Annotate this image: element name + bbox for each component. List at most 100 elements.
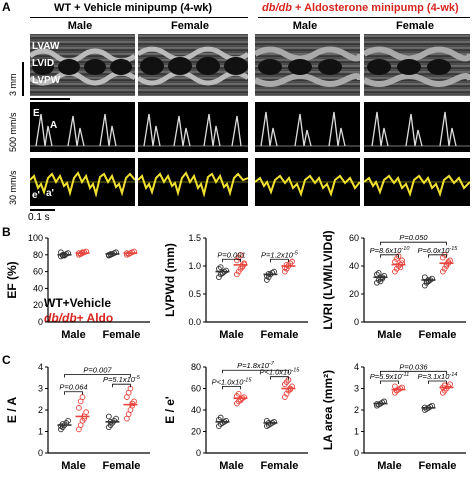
data-point: [234, 257, 240, 264]
p-value-label: P=5.9x10-11: [370, 372, 409, 381]
y-tick-label: 40: [349, 261, 359, 271]
y-tick-label: 1: [38, 427, 43, 437]
data-point: [105, 413, 112, 420]
data-point: [241, 394, 247, 400]
significance-bracket: [112, 383, 131, 388]
y-tick-label: 0.5: [188, 289, 201, 299]
data-point: [447, 381, 453, 388]
data-point: [129, 400, 136, 407]
x-category-label: Female: [102, 460, 140, 472]
data-point: [392, 268, 398, 275]
doppler-waveform: [364, 111, 470, 147]
group-header-db: db/db + Aldosterone minipump (4-wk): [262, 2, 459, 14]
data-point: [439, 254, 446, 261]
y-tick-label: 0.0: [188, 317, 201, 327]
y-tick-label: 1: [354, 427, 359, 437]
data-point: [77, 251, 84, 257]
tissue-waveform: [364, 174, 470, 198]
y-axis-label: E / e': [163, 396, 177, 424]
data-point: [235, 268, 242, 275]
data-point: [263, 277, 270, 283]
p-value-exponent: -15: [291, 368, 300, 374]
data-point: [271, 418, 277, 425]
sex-label-db-female: Female: [396, 20, 434, 32]
data-point: [79, 249, 86, 256]
group-header-wt-text: WT + Vehicle minipump (4-wk): [54, 2, 212, 14]
p-value-label: P=0.064: [59, 383, 87, 392]
y-tick-label: 0: [196, 448, 201, 458]
mmode-label-lvid: LVID: [32, 58, 55, 69]
legend-wt: WT+Vehicle: [44, 296, 112, 310]
y-tick-label: 80: [191, 362, 201, 372]
data-point: [439, 268, 446, 275]
panel-letter-a: A: [2, 0, 11, 14]
y-tick-label: 3: [354, 384, 359, 394]
data-point: [287, 386, 294, 393]
doppler-waveform: [30, 113, 135, 147]
p-value-exponent: -7: [269, 361, 275, 367]
y-tick-label: 2: [354, 405, 359, 415]
tissue-image-wt-female: [138, 158, 248, 206]
time-scale-bar-top: [30, 98, 70, 100]
data-point: [65, 417, 71, 424]
p-value-label: P=6.0x10-15: [418, 246, 459, 255]
p-value-label: P=0.001: [217, 250, 245, 259]
x-category-label: Male: [219, 460, 243, 472]
y-axis-label: LVRI (LVM/LVIDd): [321, 230, 335, 329]
x-category-label: Male: [61, 460, 85, 472]
mmode-image-db-female: [364, 34, 470, 96]
p-value-label: P=0.007: [83, 366, 112, 375]
y-tick-label: 40: [191, 405, 201, 415]
y-tick-label: 20: [349, 289, 359, 299]
panel-letter-b: B: [2, 225, 11, 239]
mmode-waveform: [138, 46, 248, 86]
p-value-label: P=0.036: [399, 362, 428, 371]
y-tick-label: 1.0: [188, 261, 201, 271]
x-category-label: Male: [61, 329, 85, 341]
doppler-label-e: E: [33, 108, 40, 119]
y-tick-label: 0: [38, 448, 43, 458]
y-tick-label: 2: [38, 405, 43, 415]
data-point: [445, 258, 452, 265]
sex-label-wt-male: Male: [67, 20, 93, 32]
y-tick-label: 4: [38, 362, 43, 372]
data-point: [393, 256, 400, 262]
data-point: [281, 268, 288, 275]
tissue-image-db-male: [255, 158, 360, 206]
p-value-exponent: -5: [293, 250, 299, 256]
mmode-waveform: [30, 48, 135, 86]
data-point: [289, 258, 295, 265]
p-value-exponent: -10: [401, 246, 410, 252]
data-point: [61, 252, 68, 259]
significance-bracket: [380, 241, 447, 246]
tissue-image-wt-male: e' a': [30, 158, 135, 206]
data-point: [217, 264, 224, 270]
tissue-waveform: [30, 171, 135, 198]
data-point: [377, 278, 384, 285]
p-value-exponent: -14: [449, 372, 457, 378]
sex-label-wt-female: Female: [171, 20, 209, 32]
mmode-waveform: [255, 46, 360, 87]
y-tick-label: 100: [28, 233, 43, 243]
doppler-waveform: [138, 113, 248, 147]
tissue-image-db-female: [364, 158, 470, 206]
p-value-label: P=1.2x10-5: [261, 250, 299, 259]
mmode-image-wt-female: [138, 34, 248, 96]
p-value-exponent: -11: [402, 372, 410, 378]
x-category-label: Male: [377, 329, 401, 341]
data-point: [283, 391, 290, 397]
doppler-image-wt-male: E A: [30, 102, 135, 152]
p-value-label: P<1.0x10-15: [212, 377, 253, 386]
x-category-label: Female: [102, 329, 140, 341]
significance-bracket: [270, 258, 289, 263]
y-tick-label: 1.5: [188, 233, 201, 243]
data-point: [374, 279, 380, 286]
data-point: [379, 275, 386, 282]
y-tick-label: 20: [33, 300, 43, 310]
data-point: [76, 404, 82, 411]
chart-ee: E / e' 0 20 40 60 80 Male Female P<1.0x10-15 P<1.…: [163, 361, 308, 472]
significance-bracket: [64, 374, 131, 378]
significance-bracket: [64, 391, 83, 395]
significance-bracket: [380, 370, 447, 375]
significance-bracket: [428, 380, 447, 384]
